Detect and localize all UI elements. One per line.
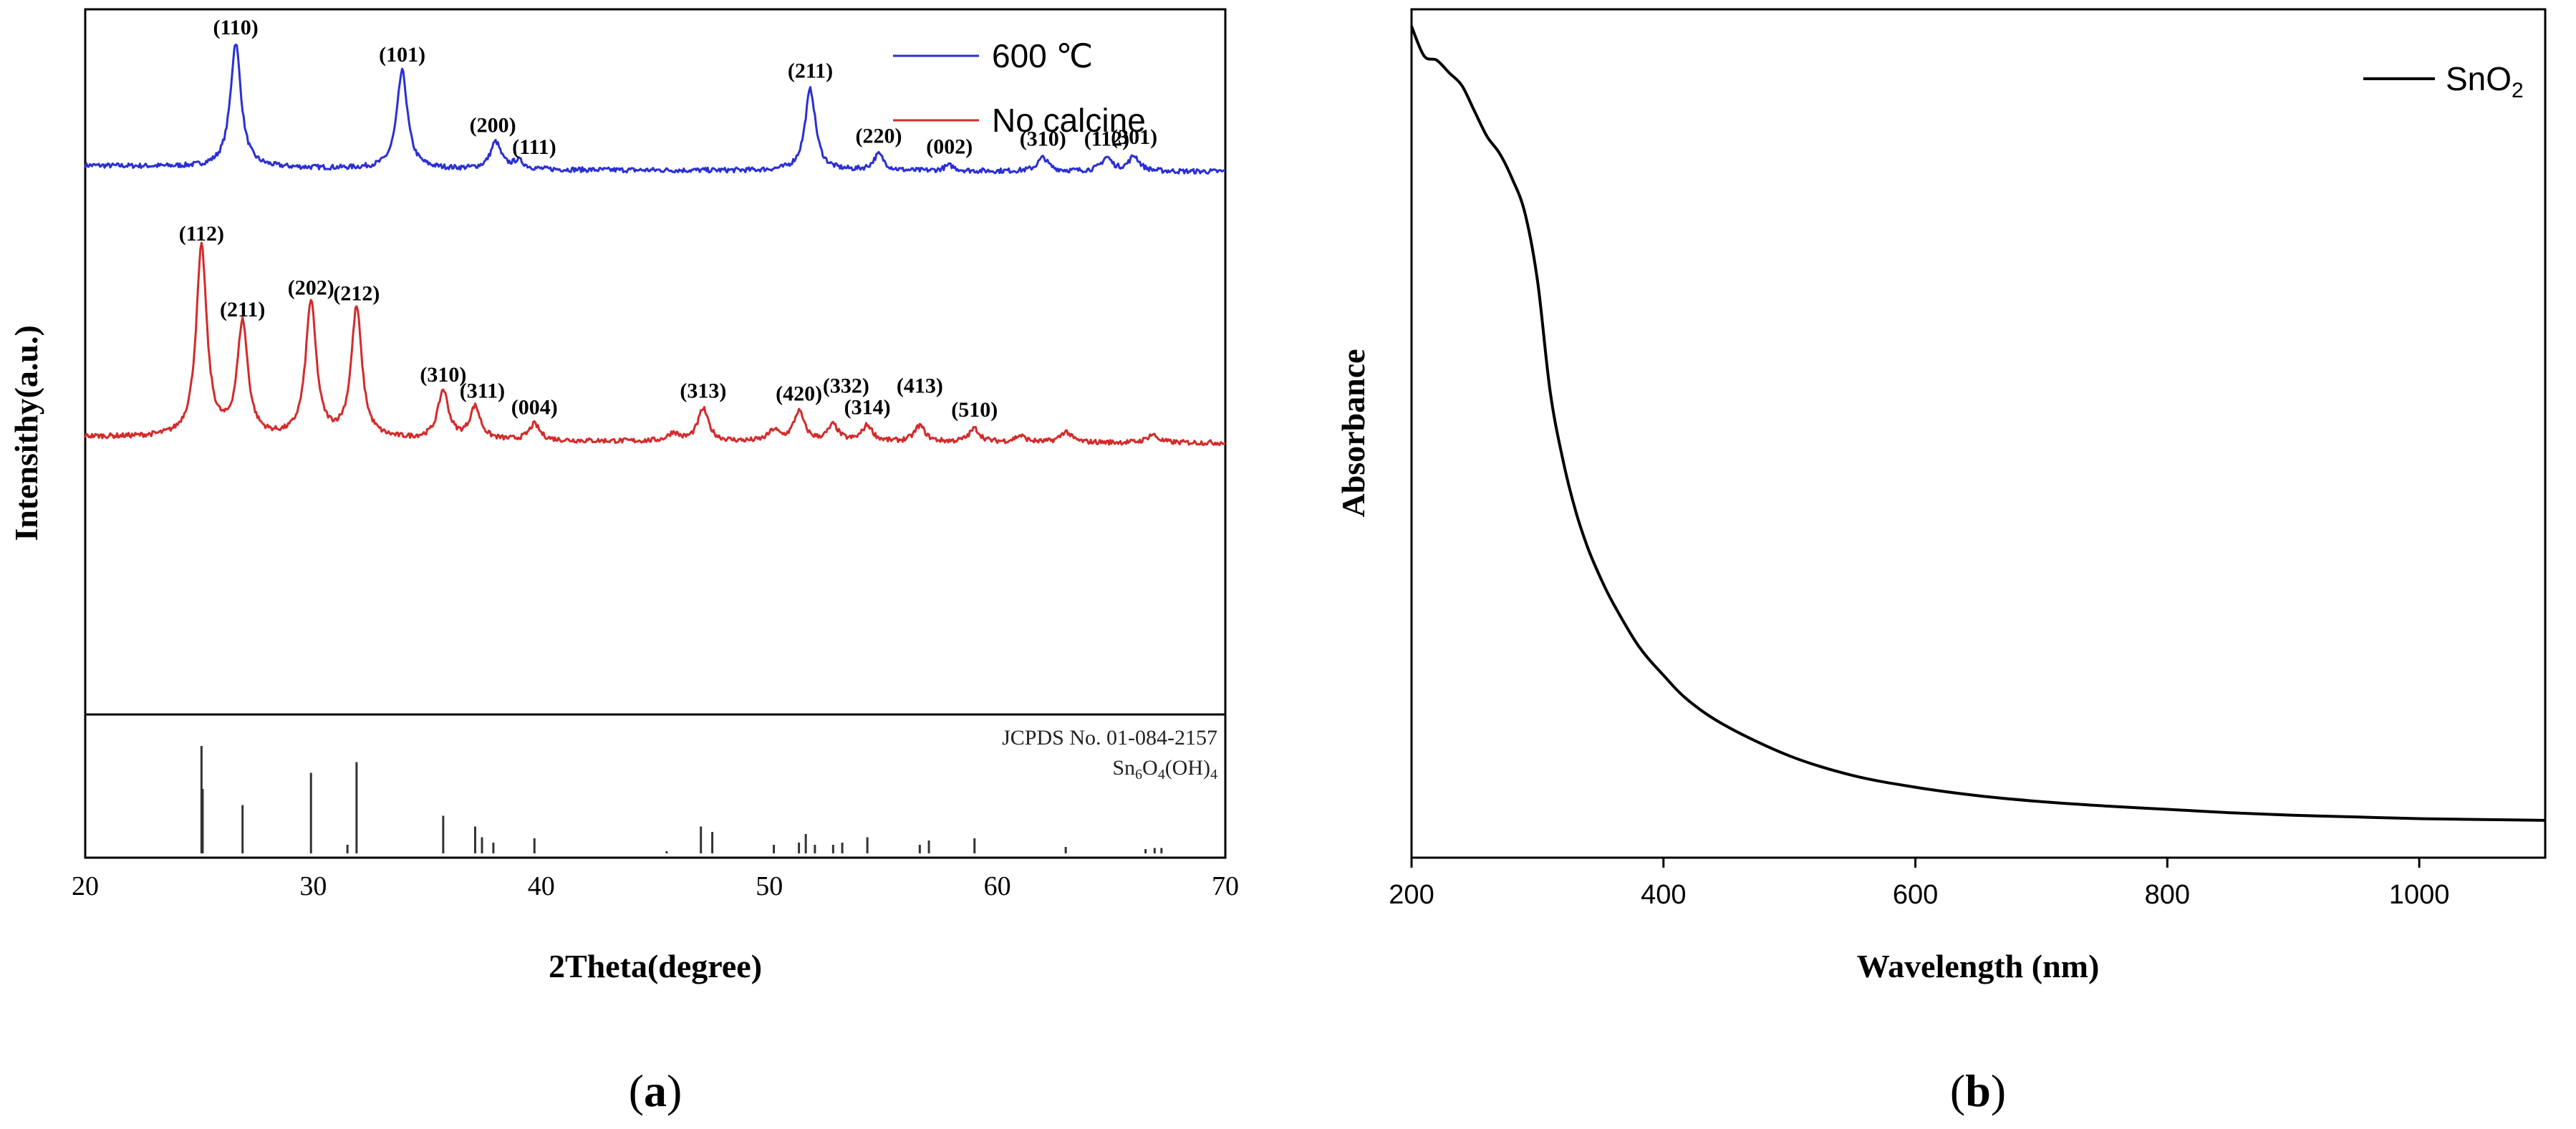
x-tick-label: 40 — [528, 871, 555, 901]
x-tick-label: 200 — [1389, 880, 1434, 910]
hkl-label: (111) — [512, 135, 556, 159]
hkl-label: (420) — [776, 382, 822, 405]
hkl-labels: (110) (101) (200)(111) (211) (220) (002) (310)… — [179, 16, 1157, 422]
hkl-label: (314) — [844, 395, 891, 419]
panel-b-plot-frame — [1410, 8, 2547, 859]
hkl-label: (301) — [1111, 125, 1157, 149]
hkl-label: (002) — [926, 135, 973, 159]
hkl-label: (220) — [856, 125, 902, 148]
hkl-label: (112) — [1084, 127, 1129, 150]
panel-a: (110) (101) (200)(111) (211) (220) (002) (310)… — [8, 8, 1239, 1116]
panel-b-y-axis-label: Absorbance — [1335, 349, 1371, 517]
hkl-label: (211) — [788, 59, 833, 83]
panel-a-caption: (a) — [629, 1065, 682, 1116]
panel-a-x-axis-label: 2Theta(degree) — [549, 948, 762, 984]
reference-sticks — [200, 746, 1163, 853]
panel-a-x-ticks: 20 30 40 50 60 70 — [72, 871, 1239, 901]
x-tick-label: 400 — [1641, 880, 1686, 910]
x-tick-label: 60 — [984, 871, 1011, 901]
reference-formula: Sn6O4(OH)4 — [1112, 756, 1217, 782]
hkl-label: (101) — [379, 43, 425, 67]
x-tick-label: 1000 — [2389, 880, 2450, 910]
x-tick-label: 70 — [1212, 871, 1239, 901]
hkl-label: (212) — [333, 281, 380, 305]
hkl-label: (110) — [213, 16, 258, 39]
x-tick-label: 30 — [299, 871, 327, 901]
hkl-label: (413) — [897, 374, 943, 397]
x-tick-label: 50 — [756, 871, 783, 901]
hkl-label: (310) — [1020, 127, 1066, 150]
hkl-label: (332) — [823, 374, 869, 397]
hkl-label: (510) — [951, 398, 998, 422]
panel-b-x-axis-label: Wavelength (nm) — [1857, 948, 2100, 984]
legend-label-sno2: SnO2 — [2446, 60, 2524, 102]
hkl-label: (313) — [680, 379, 726, 403]
panel-b-x-ticks: 200 400 600 800 1000 — [1389, 858, 2449, 910]
hkl-label: (310) — [420, 363, 466, 387]
panel-a-plot-frame — [84, 8, 1227, 859]
hkl-label: (202) — [288, 276, 334, 300]
series-line-sno2 — [1410, 25, 2546, 822]
panel-a-y-axis-label: Intensithy(a.u.) — [8, 325, 44, 541]
panel-b: 200 400 600 800 1000 SnO2 Wavelength (nm) Ab… — [1335, 8, 2547, 1116]
legend-label-600c: 600 ℃ — [992, 37, 1093, 74]
x-tick-label: 600 — [1893, 880, 1938, 910]
hkl-label: (004) — [511, 395, 558, 419]
x-tick-label: 20 — [72, 871, 99, 901]
x-tick-label: 800 — [2145, 880, 2190, 910]
hkl-label: (311) — [460, 379, 505, 403]
panel-b-legend: SnO2 — [2363, 60, 2524, 102]
series-line-600c — [84, 44, 1226, 175]
hkl-label: (211) — [220, 298, 265, 321]
hkl-label: (112) — [179, 222, 224, 246]
panel-b-caption: (b) — [1950, 1065, 2006, 1116]
legend-label-no-calcine: No calcine — [992, 102, 1146, 139]
series-line-no-calcine — [84, 241, 1226, 447]
panel-a-legend: 600 ℃ No calcine — [893, 37, 1146, 139]
hkl-label: (200) — [470, 113, 516, 137]
reference-card-label: JCPDS No. 01-084-2157 — [1002, 726, 1217, 750]
